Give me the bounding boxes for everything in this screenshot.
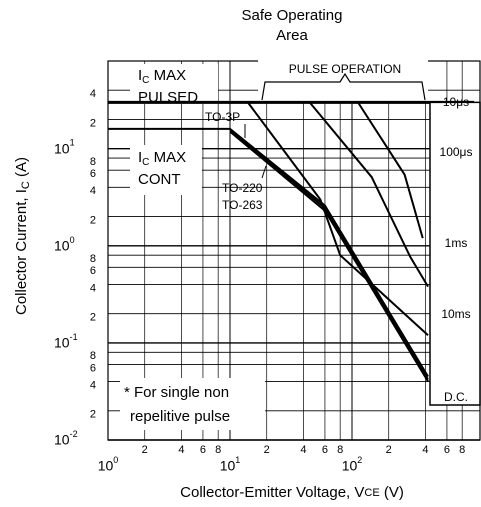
- annotation: PULSED: [138, 89, 198, 106]
- strip: [429, 101, 481, 406]
- curve-label: 10ms: [441, 307, 470, 321]
- x-axis-label: Collector-Emitter Voltage, VCE (V): [180, 484, 404, 501]
- y-tick-label: 100: [54, 235, 75, 253]
- y-tick-label: 101: [54, 138, 75, 156]
- y-tick-label: 2: [90, 214, 96, 226]
- pulse-operation-box: [258, 56, 428, 101]
- package-label: TO-3P: [205, 110, 240, 124]
- y-axis-label-part: Collector Current, I: [13, 189, 30, 315]
- x-axis-label-part: Collector-Emitter Voltage, V: [180, 484, 364, 501]
- annotation: MAX: [149, 67, 186, 84]
- annotation: CONT: [138, 171, 181, 188]
- y-tick-label: 8: [90, 253, 96, 265]
- y-tick-label: 6: [90, 265, 96, 277]
- y-tick-sup: 0: [70, 235, 75, 245]
- x-tick-sup: 0: [113, 455, 118, 465]
- curve: [229, 129, 429, 380]
- x-tick-label: 2: [264, 444, 270, 456]
- pulsed-max-box: [130, 64, 218, 104]
- y-tick-sup: -1: [70, 332, 78, 342]
- y-tick-label: 2: [90, 409, 96, 421]
- y-tick-label: 4: [90, 185, 96, 197]
- y-tick-label: 10-2: [54, 429, 78, 447]
- curve: [357, 101, 424, 239]
- curve: [229, 130, 429, 383]
- y-tick-label: 4: [90, 379, 96, 391]
- curve-label: 1ms: [445, 236, 468, 250]
- y-tick-label: 8: [90, 156, 96, 168]
- arrow: [261, 165, 267, 179]
- y-tick-sup: -2: [70, 429, 78, 439]
- y-tick-label: 4: [90, 282, 96, 294]
- annotation: PULSE OPERATION: [289, 62, 401, 76]
- y-tick-sup: 1: [70, 138, 75, 148]
- chart-title: Safe Operating: [242, 7, 343, 24]
- annotation-sub: C: [142, 157, 149, 168]
- y-tick-label: 10-1: [54, 332, 78, 350]
- chart-title: Area: [276, 27, 308, 44]
- curve: [247, 101, 429, 336]
- curve: [308, 101, 429, 288]
- x-tick-label: 2: [142, 444, 148, 456]
- x-tick-label: 101: [220, 455, 241, 473]
- x-tick-label: 4: [300, 444, 306, 456]
- package-label: TO-263: [222, 198, 263, 212]
- x-tick-label: 6: [322, 444, 328, 456]
- x-tick-label: 8: [215, 444, 221, 456]
- y-tick-label: 2: [90, 312, 96, 324]
- cont-max-box: [130, 145, 202, 195]
- y-axis-label-part: (A): [13, 157, 30, 181]
- x-tick-sup: 2: [357, 455, 362, 465]
- x-tick-label: 4: [178, 444, 184, 456]
- curve-label: D.C.: [444, 390, 468, 404]
- annotation: IC MAX: [138, 67, 186, 86]
- y-axis-label-part: C: [20, 181, 32, 189]
- x-axis-label-part: (V): [380, 484, 404, 501]
- footnote-box: [120, 378, 265, 430]
- y-tick-label: 6: [90, 362, 96, 374]
- x-tick-label: 6: [444, 444, 450, 456]
- y-axis-label: Collector Current, IC (A): [13, 157, 32, 315]
- x-tick-label: 4: [422, 444, 428, 456]
- footnote: * For single non: [124, 384, 229, 401]
- plot-area: [107, 60, 481, 441]
- y-tick-label: 8: [90, 350, 96, 362]
- curve: [108, 127, 429, 378]
- x-tick-label: 8: [337, 444, 343, 456]
- annotation: MAX: [149, 149, 186, 166]
- x-tick-label: 8: [459, 444, 465, 456]
- package-label: TO-220: [222, 181, 263, 195]
- brace: [261, 72, 426, 101]
- y-tick-label: 2: [90, 117, 96, 129]
- x-tick-sup: 1: [235, 455, 240, 465]
- y-tick-label: 4: [90, 88, 96, 100]
- x-tick-label: 100: [98, 455, 119, 473]
- footnote: repelitive pulse: [130, 408, 230, 425]
- y-tick-label: 6: [90, 168, 96, 180]
- curve-label: 10μs: [443, 95, 469, 109]
- x-tick-label: 102: [342, 455, 363, 473]
- x-tick-label: 2: [386, 444, 392, 456]
- annotation-sub: C: [142, 75, 149, 86]
- x-tick-label: 6: [200, 444, 206, 456]
- curve-label: 100μs: [440, 145, 473, 159]
- series-group: [108, 100, 474, 383]
- annotation: IC MAX: [138, 149, 186, 168]
- x-axis-label-part: CE: [364, 487, 379, 499]
